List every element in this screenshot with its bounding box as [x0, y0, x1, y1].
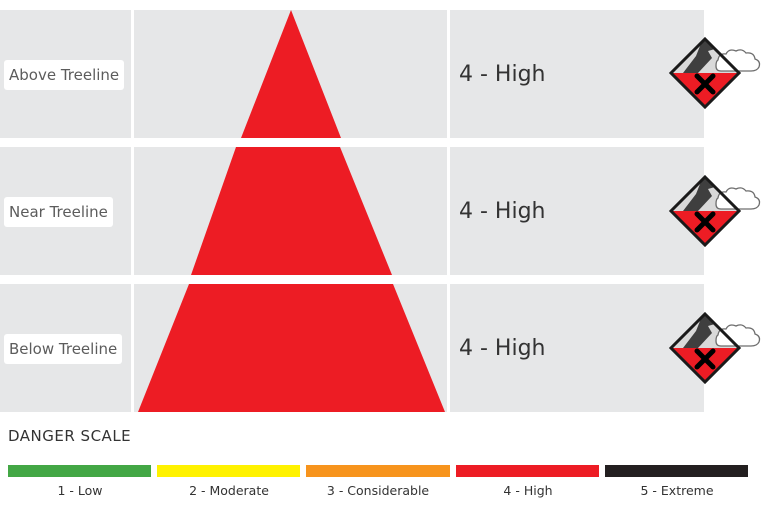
danger-rating: 4 - High [459, 62, 546, 87]
danger-scale-title: DANGER SCALE [8, 427, 132, 445]
scale-label-considerable: 3 - Considerable [326, 483, 430, 498]
danger-level-4-high-icon [668, 174, 761, 248]
danger-level-4-high-icon [668, 311, 761, 385]
scale-segment-moderate [157, 465, 300, 477]
rating-panel [450, 10, 704, 138]
scale-segment-extreme [605, 465, 748, 477]
scale-label-extreme: 5 - Extreme [640, 483, 714, 498]
scale-segment-low [8, 465, 151, 477]
danger-rating: 4 - High [459, 336, 546, 361]
rating-panel [450, 147, 704, 275]
rating-panel [450, 284, 704, 412]
elevation-label: Above Treeline [4, 60, 125, 90]
scale-segment-considerable [306, 465, 450, 477]
scale-label-high: 4 - High [503, 483, 553, 498]
danger-level-4-high-icon [668, 36, 761, 110]
danger-rating: 4 - High [459, 199, 546, 224]
scale-segment-high [456, 465, 599, 477]
pyramid-tier-near-treeline [191, 147, 392, 275]
pyramid-tier-above-treeline [241, 10, 341, 138]
elevation-label: Below Treeline [4, 334, 123, 364]
scale-label-low: 1 - Low [57, 483, 103, 498]
scale-label-moderate: 2 - Moderate [189, 483, 269, 498]
pyramid-tier-below-treeline [138, 284, 445, 412]
elevation-label: Near Treeline [4, 197, 113, 227]
